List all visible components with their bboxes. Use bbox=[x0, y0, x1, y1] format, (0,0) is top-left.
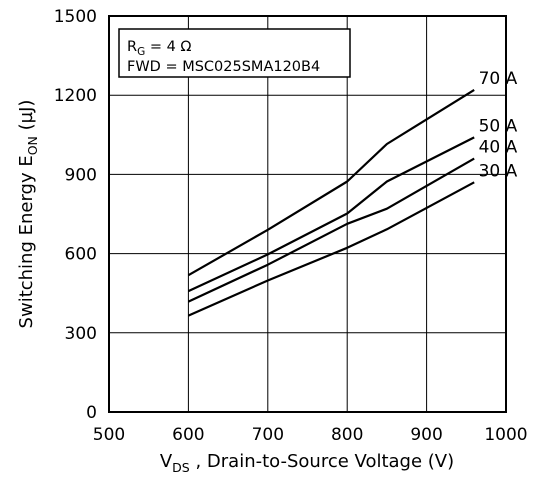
series-line-40a bbox=[187, 157, 475, 303]
y-axis-title: Switching Energy EON (µJ) bbox=[16, 100, 40, 329]
series-line-70a bbox=[187, 88, 475, 277]
y-tick-label-5: 1500 bbox=[54, 7, 97, 27]
series-label-40a: 40 A bbox=[479, 138, 518, 158]
x-tick-label-2: 700 bbox=[252, 425, 284, 445]
y-tick-label-3: 900 bbox=[65, 165, 97, 185]
x-axis-title: VDS , Drain-to-Source Voltage (V) bbox=[160, 451, 454, 475]
series-label-70a: 70 A bbox=[479, 69, 518, 89]
series-labels: 70 A 50 A40 A 30 A bbox=[479, 69, 518, 181]
series-label-30a: 30 A bbox=[479, 161, 518, 181]
x-tick-labels: 500 600 700 800 900 1000 bbox=[93, 425, 528, 445]
x-tick-label-0: 500 bbox=[93, 425, 125, 445]
plot-frame bbox=[108, 15, 507, 413]
annotation-box: RG = 4 Ω FWD = MSC025SMA120B4 bbox=[118, 28, 351, 78]
y-tick-label-4: 1200 bbox=[54, 86, 97, 106]
y-tick-label-0: 0 bbox=[86, 403, 97, 423]
y-tick-label-1: 300 bbox=[65, 324, 97, 344]
x-tick-label-5: 1000 bbox=[484, 425, 527, 445]
annotation-gate-resistance: RG = 4 Ω bbox=[127, 39, 192, 58]
y-tick-labels: 0 300 600 900 1200 1500 bbox=[54, 7, 97, 423]
x-tick-label-3: 800 bbox=[331, 425, 363, 445]
x-tick-label-1: 600 bbox=[172, 425, 204, 445]
series-line-30a bbox=[187, 181, 475, 317]
series-line-50a bbox=[187, 136, 475, 293]
annotation-fwd: FWD = MSC025SMA120B4 bbox=[127, 59, 320, 75]
y-tick-label-2: 600 bbox=[65, 245, 97, 265]
x-tick-label-4: 900 bbox=[410, 425, 442, 445]
series-lines bbox=[187, 88, 475, 317]
series-label-50a: 50 A bbox=[479, 116, 518, 136]
